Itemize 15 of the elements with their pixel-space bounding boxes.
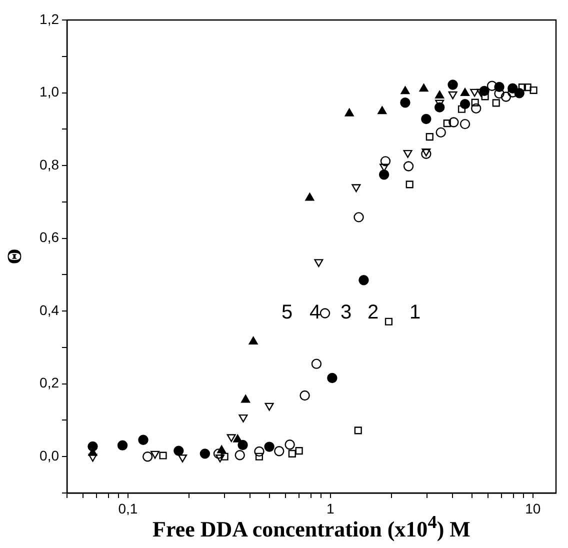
y-axis-title: Θ — [4, 248, 26, 264]
y-tick-label: 0,0 — [40, 447, 60, 464]
y-tick-label: 0,6 — [40, 229, 60, 246]
annotation: 2 — [367, 302, 379, 324]
x-tick-label: 10 — [525, 500, 541, 516]
y-tick-label: 1,2 — [40, 10, 60, 27]
annotation: 3 — [340, 302, 352, 324]
annotation: 4 — [309, 302, 321, 324]
y-tick-label: 1,0 — [40, 84, 60, 100]
annotation: 1 — [409, 302, 421, 324]
y-tick-label: 0,8 — [40, 156, 60, 172]
y-tick-label: 0,4 — [40, 302, 60, 318]
x-tick-label: 0,1 — [118, 500, 138, 516]
annotation: 5 — [281, 302, 293, 324]
y-tick-label: 0,2 — [40, 374, 60, 391]
